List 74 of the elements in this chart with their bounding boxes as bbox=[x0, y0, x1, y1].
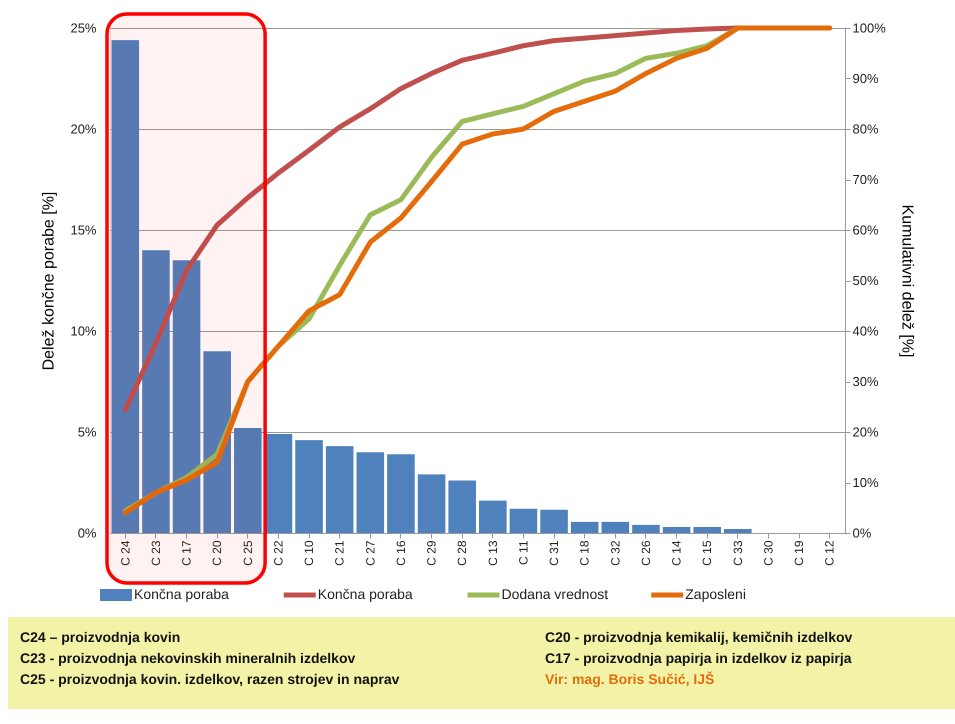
legend-label: Končna poraba bbox=[318, 586, 413, 602]
y-tick-label: 20% bbox=[70, 122, 97, 136]
bar bbox=[662, 526, 690, 533]
y2-tick-label: 30% bbox=[852, 374, 879, 389]
x-tick-label: C 13 bbox=[486, 540, 500, 566]
y2-tick-label: 70% bbox=[852, 172, 879, 187]
y2-tick-label: 40% bbox=[852, 324, 879, 338]
x-tick-label: C 27 bbox=[363, 540, 378, 566]
y2-tick-label: 60% bbox=[852, 222, 879, 238]
bar bbox=[203, 351, 231, 533]
x-tick-label: C 16 bbox=[394, 540, 408, 566]
y-tick-label: 10% bbox=[70, 324, 97, 338]
bar bbox=[602, 522, 630, 533]
y-tick-label: 15% bbox=[70, 222, 97, 238]
x-tick-label: C 17 bbox=[180, 540, 194, 566]
legend-label: Končna poraba bbox=[134, 586, 230, 602]
x-tick-label: C 33 bbox=[730, 540, 745, 566]
y2-tick-label: 50% bbox=[852, 273, 879, 288]
x-tick-label: C 26 bbox=[638, 540, 653, 566]
x-tick-label: C 30 bbox=[761, 540, 776, 566]
bar bbox=[295, 440, 323, 533]
y-tick-label: 5% bbox=[78, 424, 97, 440]
x-tick-label: C 20 bbox=[210, 540, 224, 566]
y2-tick-label: 90% bbox=[852, 71, 879, 86]
y2-axis-title: Kumulativni delež [%] bbox=[898, 204, 916, 358]
x-tick-label: C 10 bbox=[302, 540, 316, 566]
y-tick-label: 25% bbox=[70, 20, 97, 36]
legend-label: Dodana vrednost bbox=[502, 586, 608, 602]
bar bbox=[632, 524, 660, 533]
y2-tick-label: 20% bbox=[852, 424, 879, 440]
legend-label: Zaposleni bbox=[685, 586, 746, 602]
x-tick-label: C 18 bbox=[578, 540, 592, 566]
text: C25 - proizvodnja kovin. izdelkov, razen strojev in naprav bbox=[20, 671, 400, 687]
x-tick-label: C 12 bbox=[822, 540, 837, 566]
x-tick-label: C 15 bbox=[700, 540, 714, 566]
x-tick-label: C 25 bbox=[240, 540, 255, 566]
x-tick-label: C 31 bbox=[547, 540, 562, 566]
text: C23 - proizvodnja nekovinskih mineralnih izdelkov bbox=[20, 650, 356, 666]
text: C17 - proizvodnja papirja in izdelkov iz papirja bbox=[545, 650, 852, 666]
bar bbox=[326, 446, 354, 533]
text: Vir: mag. Boris Sučić, IJŠ bbox=[545, 671, 714, 687]
bar bbox=[510, 508, 538, 533]
x-tick-label: C 14 bbox=[670, 540, 684, 566]
x-tick-label: C 23 bbox=[148, 540, 163, 566]
x-tick-label: C 19 bbox=[792, 540, 806, 566]
bar bbox=[448, 480, 476, 533]
bar bbox=[693, 526, 721, 533]
bar bbox=[387, 454, 415, 533]
y2-tick-label: 10% bbox=[852, 475, 879, 490]
bar bbox=[356, 452, 384, 533]
text: C20 - proizvodnja kemikalij, kemičnih izdelkov bbox=[545, 629, 853, 645]
y2-tick-label: 0% bbox=[852, 526, 872, 540]
bar bbox=[172, 260, 200, 533]
bar bbox=[479, 500, 507, 533]
y2-tick-label: 80% bbox=[852, 122, 879, 136]
bar bbox=[264, 434, 292, 533]
bar bbox=[540, 510, 568, 533]
x-tick-label: C 21 bbox=[332, 540, 347, 566]
x-tick-label: C 29 bbox=[424, 540, 439, 566]
x-tick-label: C 24 bbox=[118, 540, 132, 566]
x-tick-label: C 28 bbox=[455, 540, 470, 566]
text: C24 – proizvodnja kovin bbox=[20, 629, 180, 645]
x-tick-label: C 32 bbox=[608, 540, 622, 566]
y-axis-title: Delež končne porabe [%] bbox=[40, 192, 58, 370]
y2-tick-label: 100% bbox=[852, 20, 886, 36]
y-tick-label: 0% bbox=[78, 526, 97, 540]
x-tick-label: C 11 bbox=[516, 540, 530, 565]
bar bbox=[112, 40, 140, 533]
bar bbox=[570, 522, 598, 533]
x-tick-label: C 22 bbox=[271, 540, 286, 566]
bar bbox=[142, 250, 170, 533]
bar bbox=[724, 528, 752, 533]
bar bbox=[234, 428, 262, 533]
bar bbox=[418, 474, 446, 533]
